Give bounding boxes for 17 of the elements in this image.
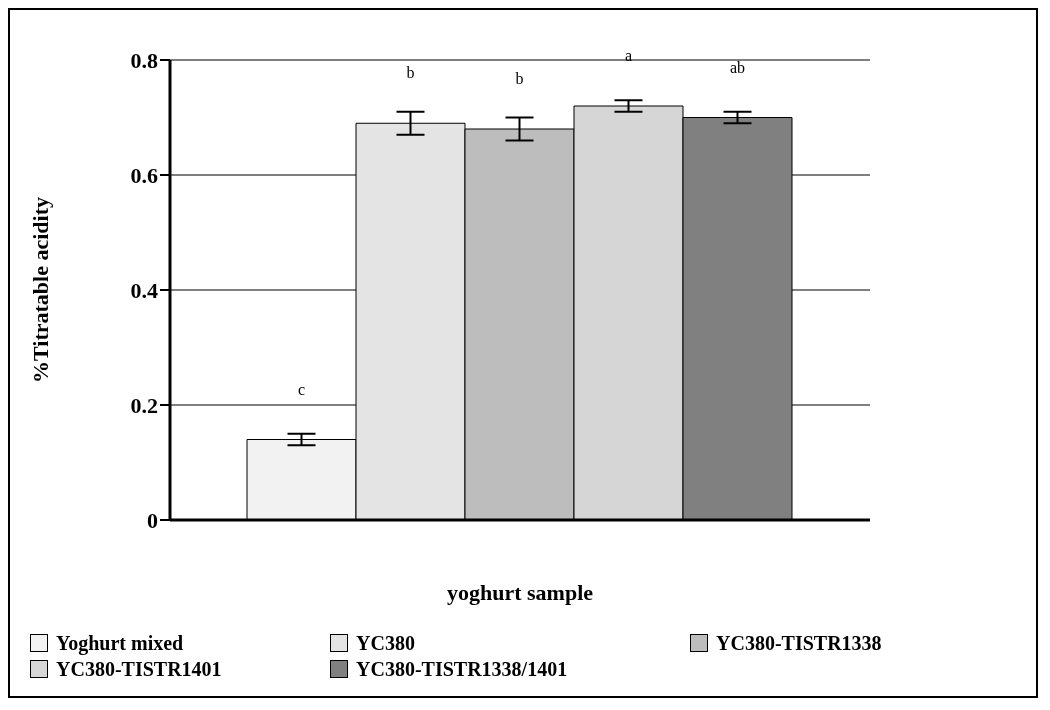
- y-tick-label: 0: [147, 507, 158, 533]
- annotation: b: [515, 70, 524, 87]
- legend-label: YC380-TISTR1338: [716, 631, 882, 655]
- y-tick-label: 0.8: [130, 47, 158, 73]
- annotation: c: [297, 380, 306, 398]
- legend-label: YC380-TISTR1401: [56, 657, 222, 681]
- y-tick-label: 0.6: [130, 162, 158, 188]
- x-axis-title: yoghurt sample: [446, 580, 594, 605]
- legend-label: YC380: [356, 631, 415, 655]
- y-tick-label: 0.4: [130, 277, 158, 303]
- annotation: b: [406, 64, 415, 82]
- annotation: a: [624, 47, 633, 64]
- annotation: ab: [729, 58, 746, 76]
- legend-label: Yoghurt mixed: [56, 631, 184, 655]
- y-axis-title: %Titratable acidity: [27, 197, 53, 383]
- legend-label: YC380-TISTR1338/1401: [356, 657, 568, 681]
- y-tick-label: 0.2: [130, 392, 158, 418]
